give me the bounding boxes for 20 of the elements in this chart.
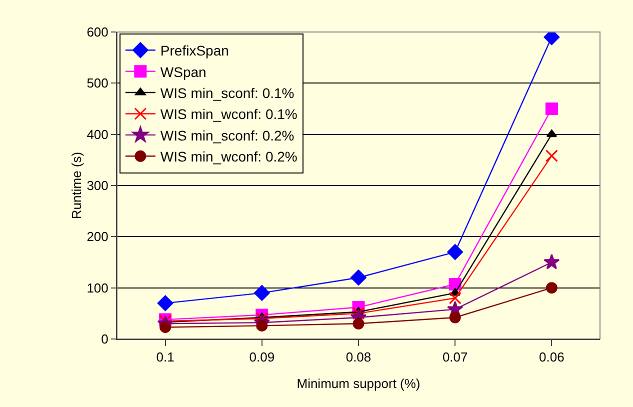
y-tick-label: 300 bbox=[86, 178, 108, 194]
y-tick-label: 200 bbox=[86, 229, 108, 244]
legend-label: WIS min_wconf: 0.2% bbox=[160, 148, 298, 165]
y-tick-label: 100 bbox=[86, 280, 108, 296]
x-tick-label: 0.1 bbox=[156, 350, 174, 365]
x-tick-label: 0.08 bbox=[346, 350, 372, 365]
legend-label: WSpan bbox=[160, 64, 206, 80]
legend-label: WIS min_wconf: 0.1% bbox=[160, 106, 298, 122]
y-tick-label: 600 bbox=[86, 24, 108, 40]
y-tick-label: 500 bbox=[86, 76, 108, 91]
y-axis-title: Runtime (s) bbox=[69, 152, 84, 220]
legend-label: WIS min_sconf: 0.2% bbox=[160, 127, 294, 144]
x-axis-title: Minimum support (%) bbox=[296, 376, 420, 391]
x-tick-label: 0.06 bbox=[539, 350, 564, 365]
y-tick-label: 400 bbox=[86, 126, 108, 142]
y-tick-label: 0 bbox=[101, 332, 108, 347]
legend-label: PrefixSpan bbox=[160, 42, 229, 59]
legend-label: WIS min_sconf: 0.1% bbox=[160, 84, 294, 101]
x-tick-label: 0.07 bbox=[442, 350, 468, 365]
x-tick-label: 0.09 bbox=[249, 350, 275, 365]
